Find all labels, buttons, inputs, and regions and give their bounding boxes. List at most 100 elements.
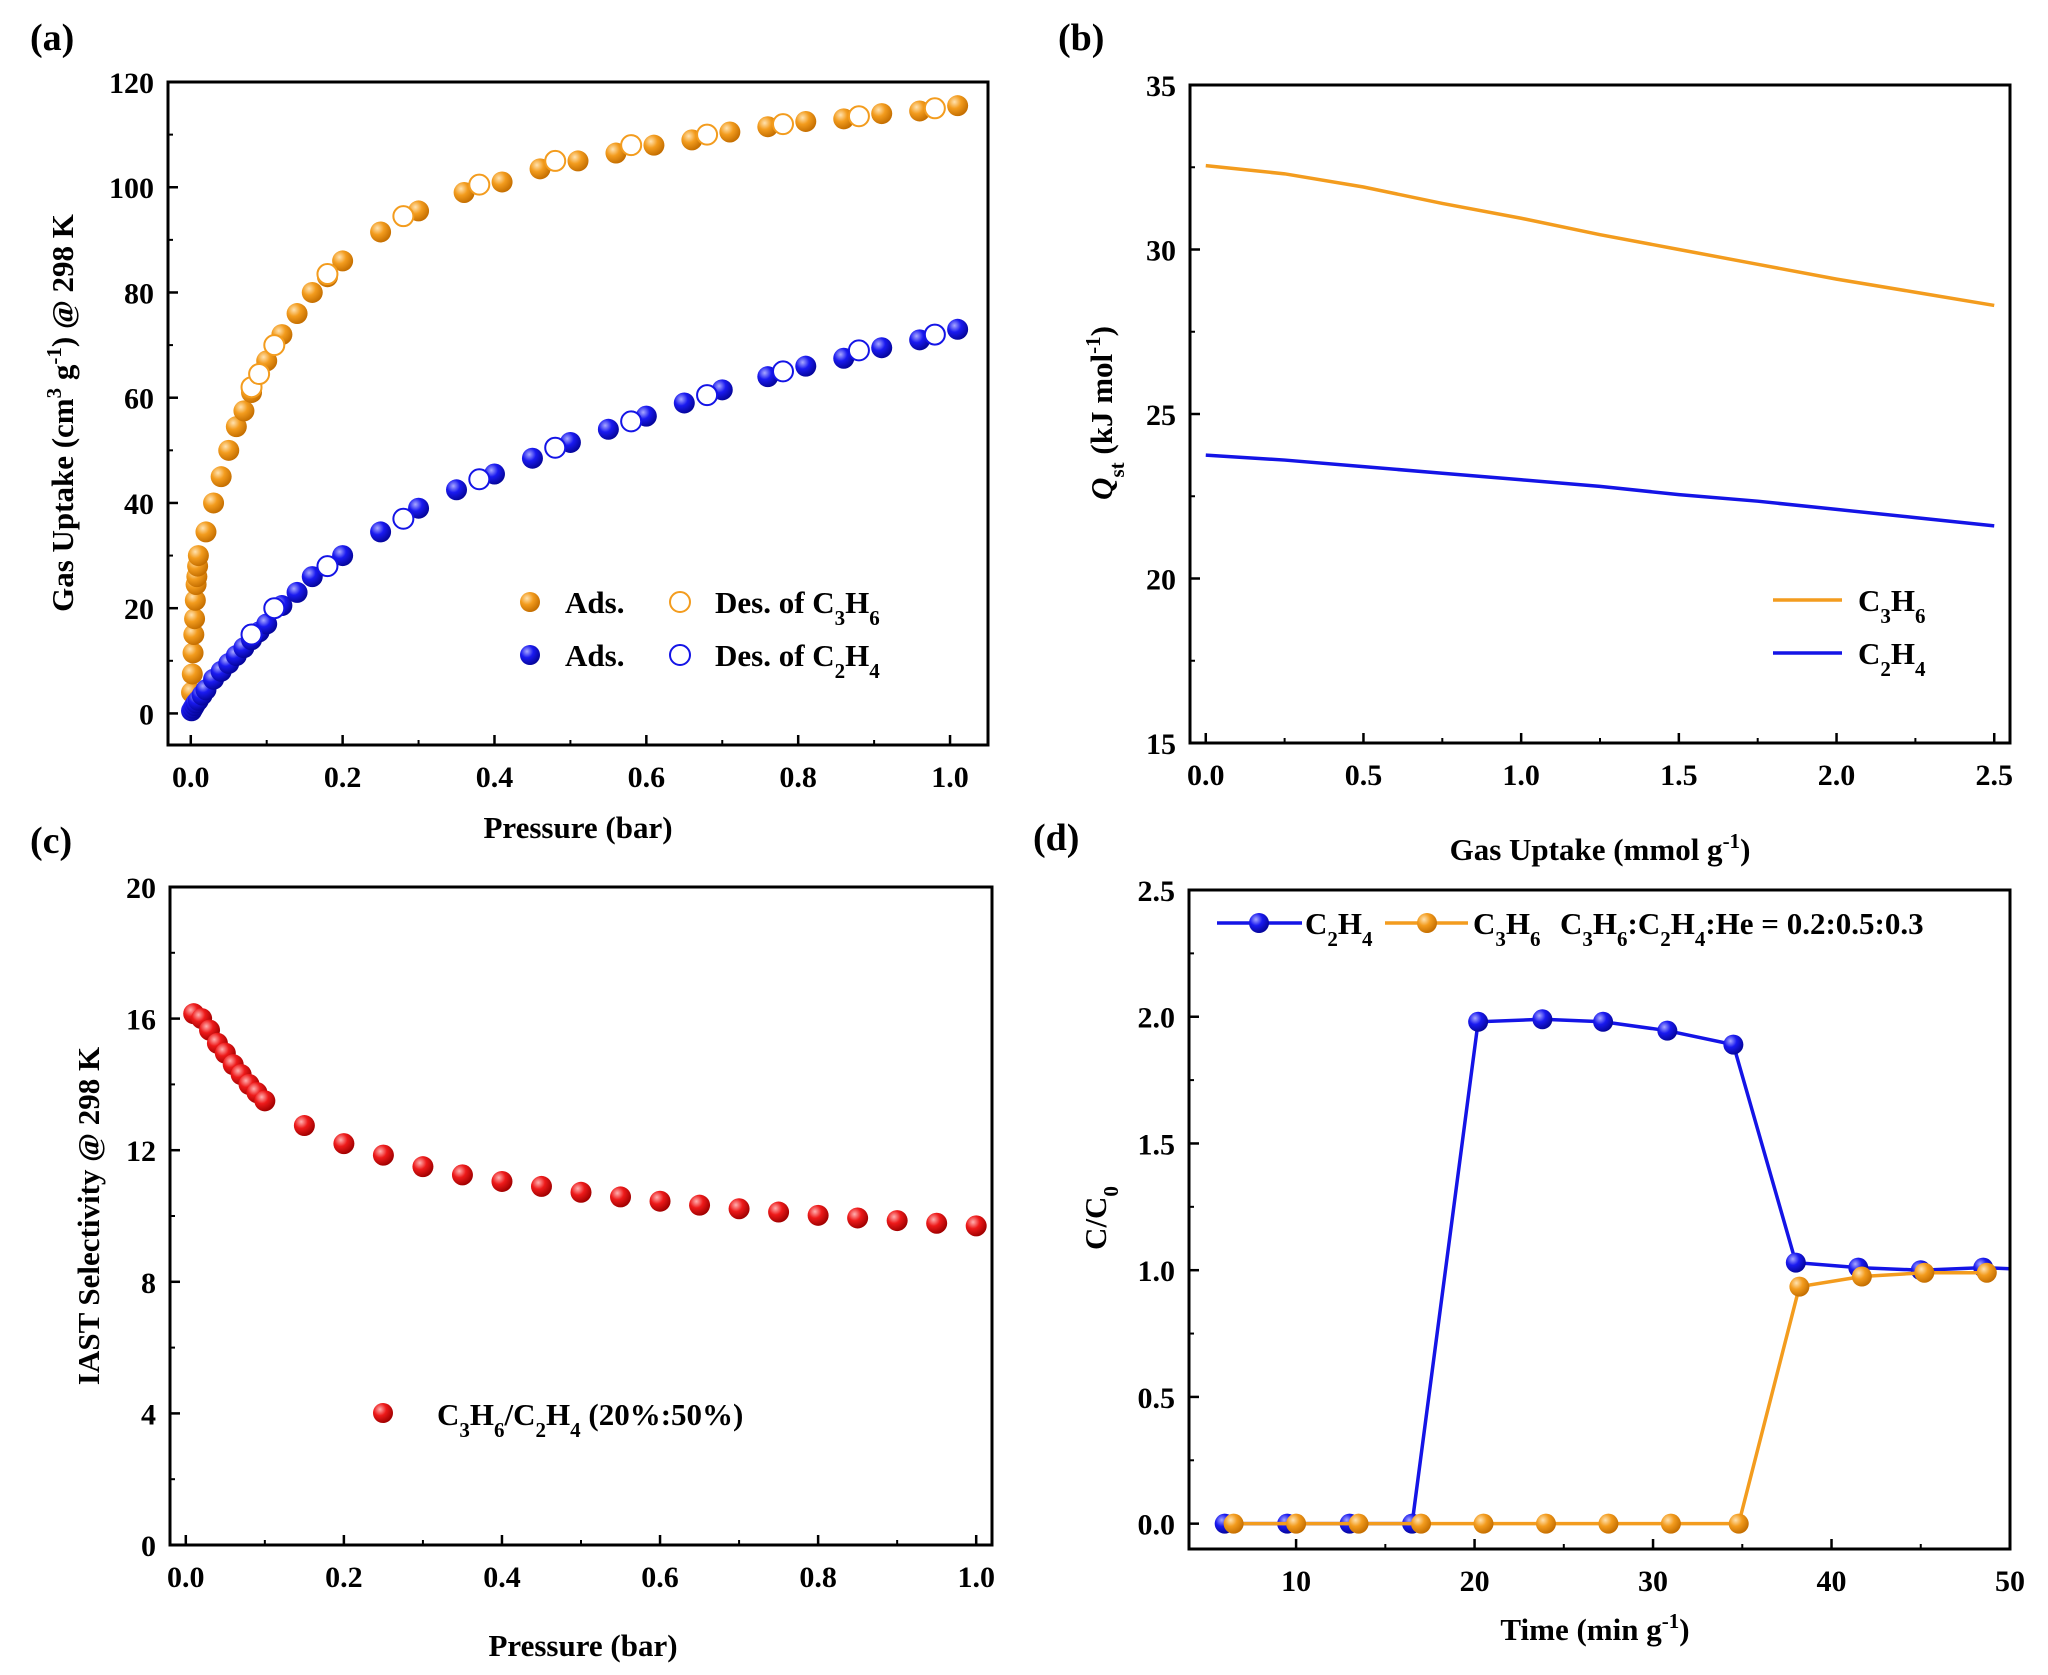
data-point-c3h6-ads [210, 466, 232, 488]
data-point-c3h6-c2h4-20-50 [451, 1164, 473, 1186]
data-point-c2h4-ads [673, 392, 695, 414]
panel-d-y-label: C/C0 [1078, 1186, 1123, 1250]
data-point-c3h6 [1598, 1513, 1619, 1534]
data-point-c2h4-ads [597, 418, 619, 440]
panel-c-x-tick-label: 0.6 [641, 1561, 679, 1594]
panel-b-y-tick-label: 25 [1146, 399, 1176, 432]
panel-a-y-tick-label: 40 [124, 488, 154, 521]
legend-c2h4-ads-label: Ads. [565, 638, 624, 673]
data-point-c3h6-c2h4-20-50 [689, 1194, 711, 1216]
panel-b-x-tick-label: 2.0 [1818, 759, 1856, 792]
legend-c2h4-label: C2H4 [1305, 906, 1373, 951]
panel-d-label: (d) [1033, 817, 1079, 859]
legend-c3h6-ads-marker [520, 592, 540, 612]
data-point-c3h6-ads [491, 171, 513, 193]
panel-a-y-tick-label: 100 [109, 172, 154, 205]
panel-d-x-tick-label: 20 [1460, 1565, 1490, 1598]
data-point-c3h6-ads [225, 416, 247, 438]
data-point-c3h6-c2h4-20-50 [293, 1115, 315, 1137]
panel-b-frame [1188, 83, 2012, 745]
panel-a-x-tick-label: 0.2 [324, 761, 362, 794]
data-point-c3h6-c2h4-20-50 [570, 1181, 592, 1203]
data-point-c3h6-des [468, 173, 491, 196]
data-point-c3h6 [1851, 1266, 1872, 1287]
panel-a-y-tick-label: 120 [109, 67, 154, 100]
data-point-c3h6-des [263, 334, 286, 357]
data-point-c3h6-ads [567, 150, 589, 172]
legend-c3h6-c2h4-marker [373, 1403, 393, 1423]
data-point-c3h6-ads [370, 221, 392, 243]
data-point-c3h6-c2h4-20-50 [333, 1133, 355, 1155]
data-point-c2h4-ads [795, 355, 817, 377]
data-point-c2h4-ads [286, 581, 308, 603]
data-point-c3h6-des [772, 113, 794, 136]
data-point-c3h6-des [696, 123, 719, 146]
data-point-c3h6-c2h4-20-50 [807, 1204, 829, 1226]
data-point-c3h6 [1976, 1262, 1997, 1283]
data-point-c2h4-des [263, 597, 286, 620]
data-point-c3h6-ads [301, 281, 323, 303]
panel-c-x-tick-label: 0.4 [483, 1561, 521, 1594]
legend-c3h6-des-marker [669, 591, 691, 613]
panel-d-y-tick-label: 0.5 [1138, 1382, 1176, 1415]
data-point-c2h4-ads [947, 318, 969, 340]
data-point-c3h6-ads [182, 642, 204, 664]
panel-b-legend: C3H6 C2H4 [1773, 583, 1926, 681]
panel-a-label: (a) [30, 17, 74, 59]
panel-b-series [1205, 163, 1995, 528]
data-point-c2h4-des [620, 410, 643, 433]
data-point-c2h4 [1532, 1009, 1553, 1030]
panel-d-y-tick-label: 1.0 [1138, 1255, 1176, 1288]
data-point-c3h6-ads [181, 663, 203, 685]
panel-c-y-tick-label: 20 [126, 872, 156, 905]
panel-b-y-tick-label: 15 [1146, 728, 1176, 761]
data-point-c3h6 [1660, 1513, 1681, 1534]
panel-a-frame [166, 80, 990, 747]
data-point-c3h6-des [847, 105, 870, 128]
data-point-c2h4-des [544, 436, 567, 459]
panel-a-x-tick-label: 0.4 [476, 761, 514, 794]
panel-a-legend: Ads. Des. of C3H6 Ads. Des. of C2H4 [520, 585, 880, 683]
data-point-c3h6-des [544, 149, 567, 172]
legend-c2h4-marker [1249, 913, 1269, 933]
data-point-c3h6-ads [184, 608, 206, 630]
panel-a-y-tick-label: 80 [124, 277, 154, 310]
data-point-c2h4-ads [370, 521, 392, 543]
data-point-c2h4 [1723, 1034, 1744, 1055]
panel-b-x-tick-label: 0.5 [1345, 759, 1383, 792]
panel-d-y-tick-label: 1.5 [1138, 1128, 1176, 1161]
legend-c2h4-ads-marker [520, 645, 540, 665]
panel-c-ticks: 0.0 0.2 0.4 0.6 0.8 1.0 0 4 8 12 16 20 [126, 872, 995, 1594]
panel-b-x-tick-label: 2.5 [1975, 759, 2013, 792]
panel-b-label: (b) [1058, 17, 1104, 59]
data-point-c2h4-des [847, 339, 870, 362]
data-point-c3h6-ads [332, 250, 354, 272]
data-point-c2h4-ads [521, 447, 543, 469]
panel-c-y-tick-label: 0 [141, 1530, 156, 1563]
data-point-c3h6-c2h4-20-50 [491, 1170, 513, 1192]
panel-c-y-tick-label: 8 [141, 1267, 156, 1300]
data-point-c3h6 [1223, 1513, 1244, 1534]
data-point-c3h6-des [923, 97, 946, 120]
panel-a-y-label: Gas Uptake (cm3 g-1) @ 298 K [42, 214, 80, 612]
data-point-c3h6 [1728, 1513, 1749, 1534]
data-point-c3h6-des [620, 134, 643, 157]
panel-b-y-tick-label: 30 [1146, 235, 1176, 268]
data-point-c3h6 [1914, 1262, 1935, 1283]
panel-c: (c) 0.0 0.2 0.4 0.6 0.8 1.0 0 4 8 12 16 20 Pressure… [30, 820, 995, 1663]
data-point-c2h4-des [772, 360, 794, 383]
panel-d-x-tick-label: 10 [1281, 1565, 1311, 1598]
panel-b-y-tick-label: 20 [1146, 564, 1176, 597]
legend-c2h4-des-marker [669, 644, 691, 666]
series-line-c2h4 [1205, 453, 1995, 528]
legend-c2h4-label: C2H4 [1858, 636, 1926, 681]
panel-d-x-label: Time (min g-1) [1500, 1609, 1689, 1647]
legend-c2h4-des-label: Des. of C2H4 [715, 638, 880, 683]
panel-d-series [1214, 1009, 2010, 1534]
series-line-c3h6 [1205, 163, 1995, 308]
panel-b-x-tick-label: 0.0 [1187, 759, 1225, 792]
data-point-c3h6-ads [183, 624, 205, 645]
data-point-c3h6-ads [184, 589, 206, 611]
panel-d-x-tick-label: 40 [1817, 1565, 1847, 1598]
